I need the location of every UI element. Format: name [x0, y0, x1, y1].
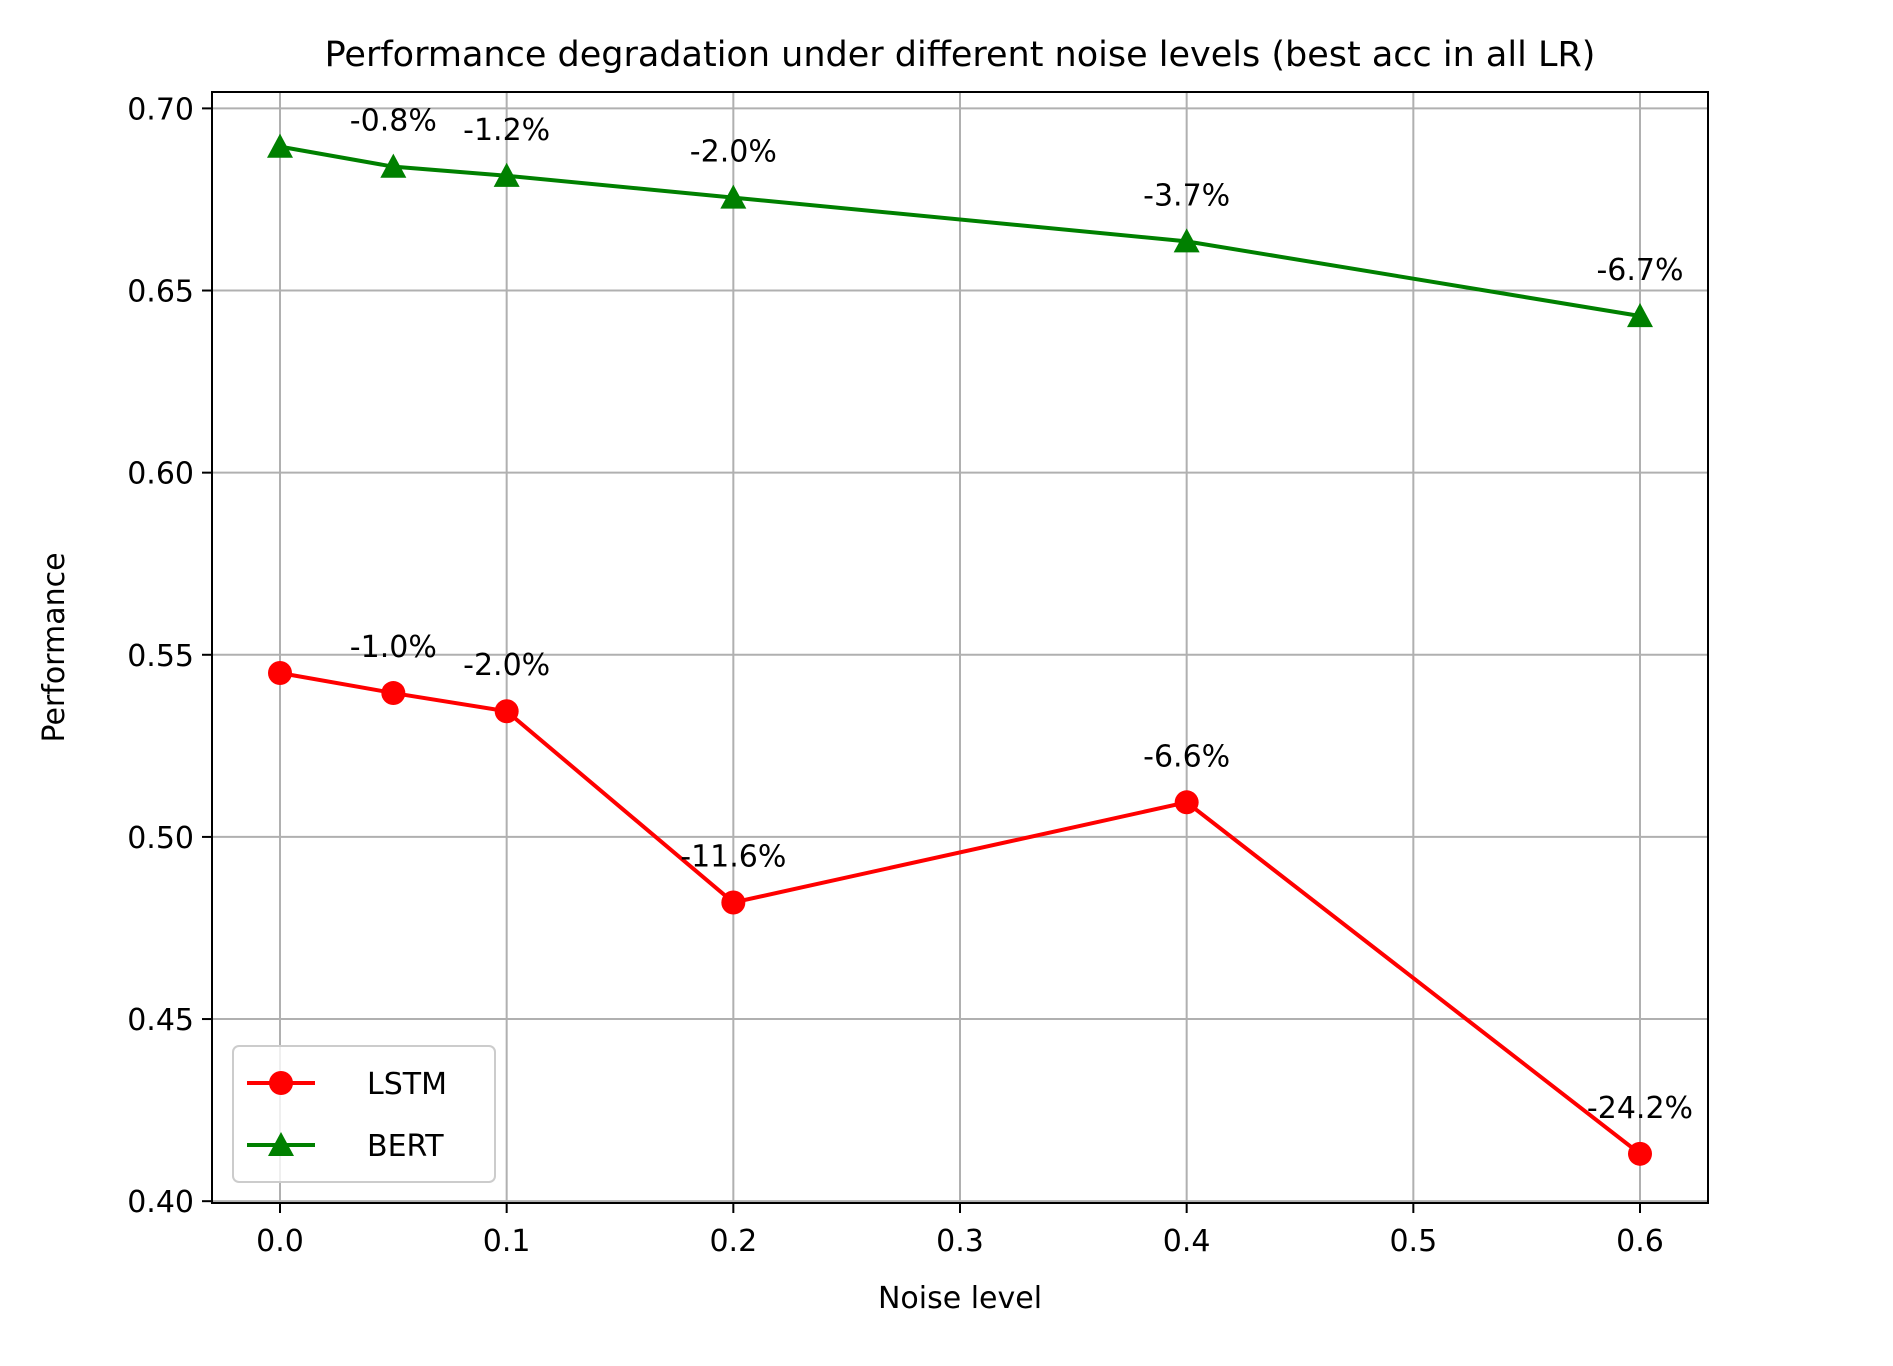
y-tick-label: 0.65	[127, 275, 194, 310]
lstm-point	[721, 890, 746, 915]
legend-bert-marker	[268, 1132, 294, 1157]
plot-series	[267, 133, 1653, 1166]
bert-annotation: -6.7%	[1596, 253, 1683, 288]
lstm-annotation: -1.0%	[350, 630, 437, 665]
lstm-point	[494, 699, 519, 724]
bert-annotation: -0.8%	[350, 104, 437, 139]
y-tick-label: 0.60	[127, 457, 194, 492]
lstm-annotation: -6.6%	[1143, 739, 1230, 774]
y-tick-label: 0.45	[127, 1003, 194, 1038]
legend: LSTM BERT	[232, 1045, 496, 1183]
lstm-point	[381, 681, 406, 706]
legend-box	[232, 1045, 496, 1183]
bert-annotation: -2.0%	[690, 135, 777, 170]
legend-bert-label: BERT	[367, 1129, 444, 1164]
x-tick-label: 0.0	[256, 1224, 304, 1259]
lstm-line	[279, 671, 1642, 1156]
lstm-annotation: -11.6%	[680, 839, 786, 874]
x-tick-label: 0.5	[1389, 1224, 1437, 1259]
y-tick-label: 0.70	[127, 92, 194, 127]
y-axis-label: Performance	[37, 552, 72, 742]
x-tick-label: 0.3	[936, 1224, 984, 1259]
y-tick-label: 0.50	[127, 821, 194, 856]
bert-line	[279, 144, 1641, 318]
x-axis-label: Noise level	[878, 1281, 1042, 1316]
chart-title: Performance degradation under different …	[325, 35, 1596, 75]
lstm-point	[268, 660, 292, 685]
point-annotations: -1.0% -2.0% -11.6% -6.6% -24.2% -0.8% -1.2% -2.…	[350, 104, 1693, 1126]
y-tick-label: 0.40	[127, 1185, 194, 1220]
lstm-annotation: -24.2%	[1587, 1091, 1693, 1126]
lstm-point	[1174, 790, 1199, 815]
y-tick-label: 0.55	[127, 639, 194, 674]
legend-lstm-marker	[269, 1071, 293, 1095]
bert-point	[720, 184, 747, 209]
bert-annotation: -1.2%	[463, 113, 550, 148]
bert-point	[1627, 303, 1653, 328]
lstm-annotation: -2.0%	[463, 648, 550, 683]
lstm-point	[1628, 1141, 1652, 1166]
bert-point	[267, 133, 293, 158]
bert-point	[1173, 228, 1200, 253]
bert-annotation: -3.7%	[1143, 178, 1230, 213]
axis-ticks: 0.0 0.1 0.2 0.3 0.4 0.5 0.6 0.40 0.45 0.50 0.55 0.6…	[127, 92, 1664, 1259]
bert-point	[380, 153, 407, 178]
x-tick-label: 0.4	[1163, 1224, 1211, 1259]
x-tick-label: 0.6	[1616, 1224, 1664, 1259]
legend-lstm-label: LSTM	[367, 1067, 447, 1102]
x-tick-label: 0.1	[483, 1224, 531, 1259]
legend-items: LSTM BERT	[247, 1067, 447, 1164]
bert-point	[493, 162, 520, 187]
x-tick-label: 0.2	[709, 1224, 757, 1259]
